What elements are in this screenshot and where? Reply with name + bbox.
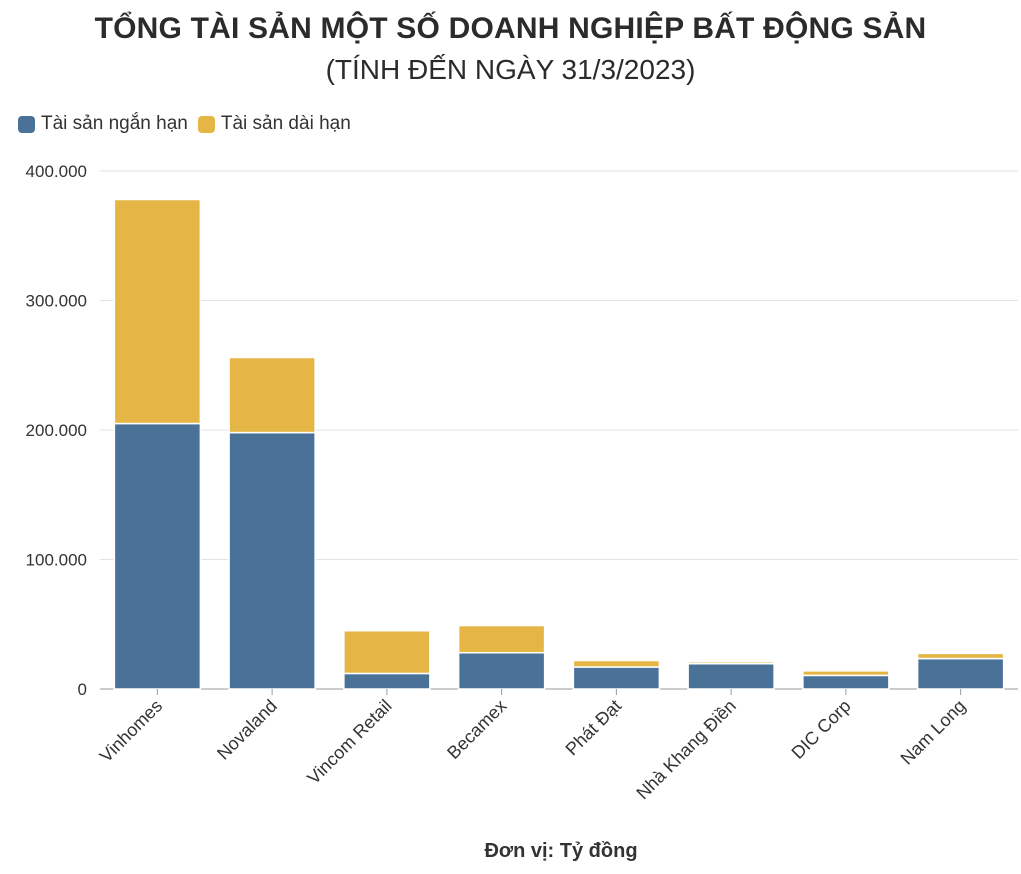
y-tick-label: 300.000 [26,292,87,311]
x-tick-label: Novaland [213,696,281,764]
x-tick-label: Becamex [443,696,510,763]
bar-long-term [113,198,202,425]
x-tick-label: Nhà Khang Điền [632,696,740,804]
legend: Tài sản ngắn hạn Tài sản dài hạn [18,113,351,135]
bar-long-term [916,652,1005,660]
bar-long-term [343,629,431,675]
legend-swatch-short-term [18,115,35,133]
bar-long-term [687,661,775,665]
bar-short-term [572,666,661,690]
y-tick-label: 0 [78,680,87,699]
x-tick-label: Phát Đạt [562,696,626,760]
bar-short-term [343,672,431,690]
y-tick-label: 400.000 [26,162,87,181]
legend-item-long-term: Tài sản dài hạn [197,113,351,135]
legend-label-short-term: Tài sản ngắn hạn [41,113,188,134]
bar-long-term [572,659,661,668]
bar-short-term [228,431,316,690]
x-tick-label: Vinhomes [96,696,167,767]
chart-title: TỔNG TÀI SẢN MỘT SỐ DOANH NGHIỆP BẤT ĐỘN… [94,12,927,45]
bar-short-term [802,674,890,690]
y-tick-label: 200.000 [26,421,87,440]
legend-swatch-long-term [197,115,215,133]
legend-label-long-term: Tài sản dài hạn [220,113,351,134]
unit-note: Đơn vị: Tỷ đồng [484,840,638,862]
bar-short-term [687,662,775,690]
bar-short-term [113,422,202,690]
y-tick-label: 100.000 [26,551,87,570]
x-tick-label: Vincom Retail [303,696,395,788]
bar-short-term [916,657,1005,690]
bar-long-term [457,624,546,654]
x-tick-label: DIC Corp [788,696,855,763]
chart-subtitle: (TÍNH ĐẾN NGÀY 31/3/2023) [325,54,696,85]
x-tick-label: Nam Long [897,696,970,769]
bar-long-term [228,356,316,434]
legend-item-short-term: Tài sản ngắn hạn [18,113,188,135]
bar-long-term [802,670,890,677]
bar-short-term [457,651,546,690]
